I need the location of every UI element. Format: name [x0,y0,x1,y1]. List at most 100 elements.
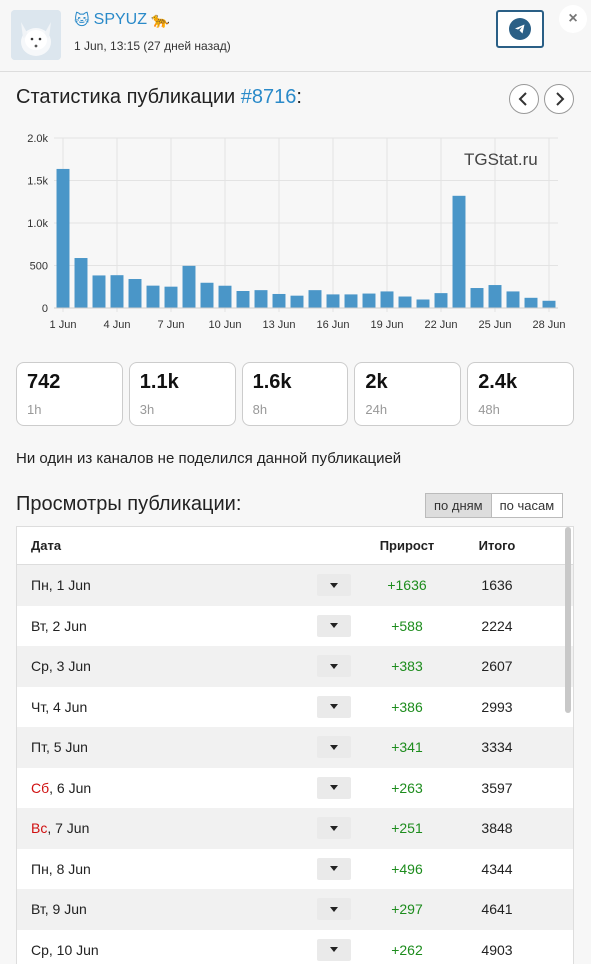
chart-bar[interactable] [344,294,358,308]
chart-bar[interactable] [380,291,394,308]
card-value: 742 [27,371,61,393]
row-expand-cell [317,574,367,597]
chart-bar[interactable] [254,290,268,308]
close-button[interactable]: × [559,5,587,33]
row-expand-cell [317,857,367,880]
row-date: Ср, 10 Jun [17,942,317,958]
chart-bar[interactable] [470,288,484,308]
post-date: 1 Jun, 13:15 (27 дней назад) [74,39,231,53]
chart-bar[interactable] [524,297,538,308]
row-date: Пн, 1 Jun [17,577,317,593]
table-header: Дата Прирост Итого [17,527,573,565]
views-table[interactable]: Дата Прирост Итого Пн, 1 Jun +1636 1636 Вт,… [16,526,574,964]
x-tick-label: 22 Jun [424,319,457,331]
row-date: Пн, 8 Jun [17,861,317,877]
caret-down-icon [330,582,338,588]
x-tick-label: 1 Jun [50,319,77,331]
stats-title: Статистика публикации #8716: [16,86,302,109]
y-tick-label: 500 [30,261,48,273]
card-value: 1.6k [252,371,292,393]
x-tick-label: 13 Jun [262,319,295,331]
chart-bar[interactable] [542,300,556,308]
caret-down-icon [330,744,338,750]
caret-down-icon [330,785,338,791]
expand-row-button[interactable] [317,898,351,921]
chart-bar[interactable] [398,296,412,308]
post-number-link[interactable]: #8716 [240,86,297,108]
caret-down-icon [330,906,338,912]
chart-bar[interactable] [110,275,124,308]
channel-avatar[interactable] [11,10,61,60]
expand-row-button[interactable] [317,574,351,597]
caret-down-icon [330,704,338,710]
table-row: Вс, 7 Jun +251 3848 [17,808,573,849]
chart-bar[interactable] [56,168,70,308]
previous-post-button[interactable] [509,84,539,114]
row-weekday: Пн [31,860,49,877]
expand-row-button[interactable] [317,655,351,678]
expand-row-button[interactable] [317,817,351,840]
views-chart: 0 500 1.0k 1.5k 2.0k 1 Jun 4 Jun 7 Jun 10 Jun 13 … [10,126,580,336]
channel-name[interactable]: SPYUZ [93,11,147,28]
chart-watermark: TGStat.ru [464,150,538,169]
table-scrollbar[interactable] [565,527,571,713]
chart-bar[interactable] [164,286,178,308]
row-weekday: Пн [31,577,49,594]
chart-bar[interactable] [290,295,304,308]
y-tick-label: 2.0k [27,133,48,145]
y-tick-label: 0 [42,303,48,315]
chart-bar[interactable] [488,285,502,308]
expand-row-button[interactable] [317,776,351,799]
row-date-text: , 7 Jun [47,820,90,837]
caret-down-icon [330,623,338,629]
chart-bar[interactable] [272,293,286,308]
stats-title-suffix: : [296,86,302,108]
row-date-text: , 5 Jun [45,739,88,756]
chart-bar[interactable] [218,285,232,308]
open-in-telegram-button[interactable] [496,10,544,48]
card-label: 3h [139,402,155,417]
row-weekday: Пт [31,739,46,756]
row-gain: +263 [391,779,423,796]
expand-row-button[interactable] [317,857,351,880]
x-tick-label: 4 Jun [104,319,131,331]
post-header: 🐱 SPYUZ 🐆 1 Jun, 13:15 (27 дней назад) × [0,0,591,72]
row-total: 2607 [481,658,513,675]
column-header-total: Итого [478,538,516,553]
chart-bar[interactable] [362,293,376,308]
expand-row-button[interactable] [317,938,351,961]
chart-bar[interactable] [326,294,340,308]
row-weekday: Вт [31,617,45,634]
chart-bar[interactable] [146,285,160,308]
chart-bar[interactable] [182,265,196,308]
toggle-by-hours[interactable]: по часам [490,493,564,518]
expand-row-button[interactable] [317,736,351,759]
row-weekday: Ср [31,658,49,675]
card-label: 8h [252,402,268,417]
channel-name-link[interactable]: 🐱 SPYUZ 🐆 [74,11,170,29]
row-gain: +383 [391,658,423,675]
chart-bar[interactable] [200,282,214,308]
x-tick-label: 10 Jun [208,319,241,331]
table-row: Вт, 9 Jun +297 4641 [17,889,573,930]
chart-bar[interactable] [416,299,430,309]
row-expand-cell [317,898,367,921]
chart-bar[interactable] [92,275,106,308]
chart-bar[interactable] [452,195,466,308]
chevron-left-icon [518,92,527,106]
chart-bar[interactable] [506,291,520,308]
next-post-button[interactable] [544,84,574,114]
expand-row-button[interactable] [317,695,351,718]
row-date-text: , 9 Jun [44,901,87,918]
caret-down-icon [330,866,338,872]
toggle-by-days[interactable]: по дням [425,493,491,518]
chart-bar[interactable] [308,290,322,308]
chart-bar[interactable] [434,293,448,308]
card-label: 1h [27,402,42,417]
expand-row-button[interactable] [317,614,351,637]
row-gain: +1636 [387,577,427,594]
x-tick-label: 25 Jun [478,319,511,331]
chart-bar[interactable] [128,279,142,308]
chart-bar[interactable] [74,258,88,308]
chart-bar[interactable] [236,291,250,308]
